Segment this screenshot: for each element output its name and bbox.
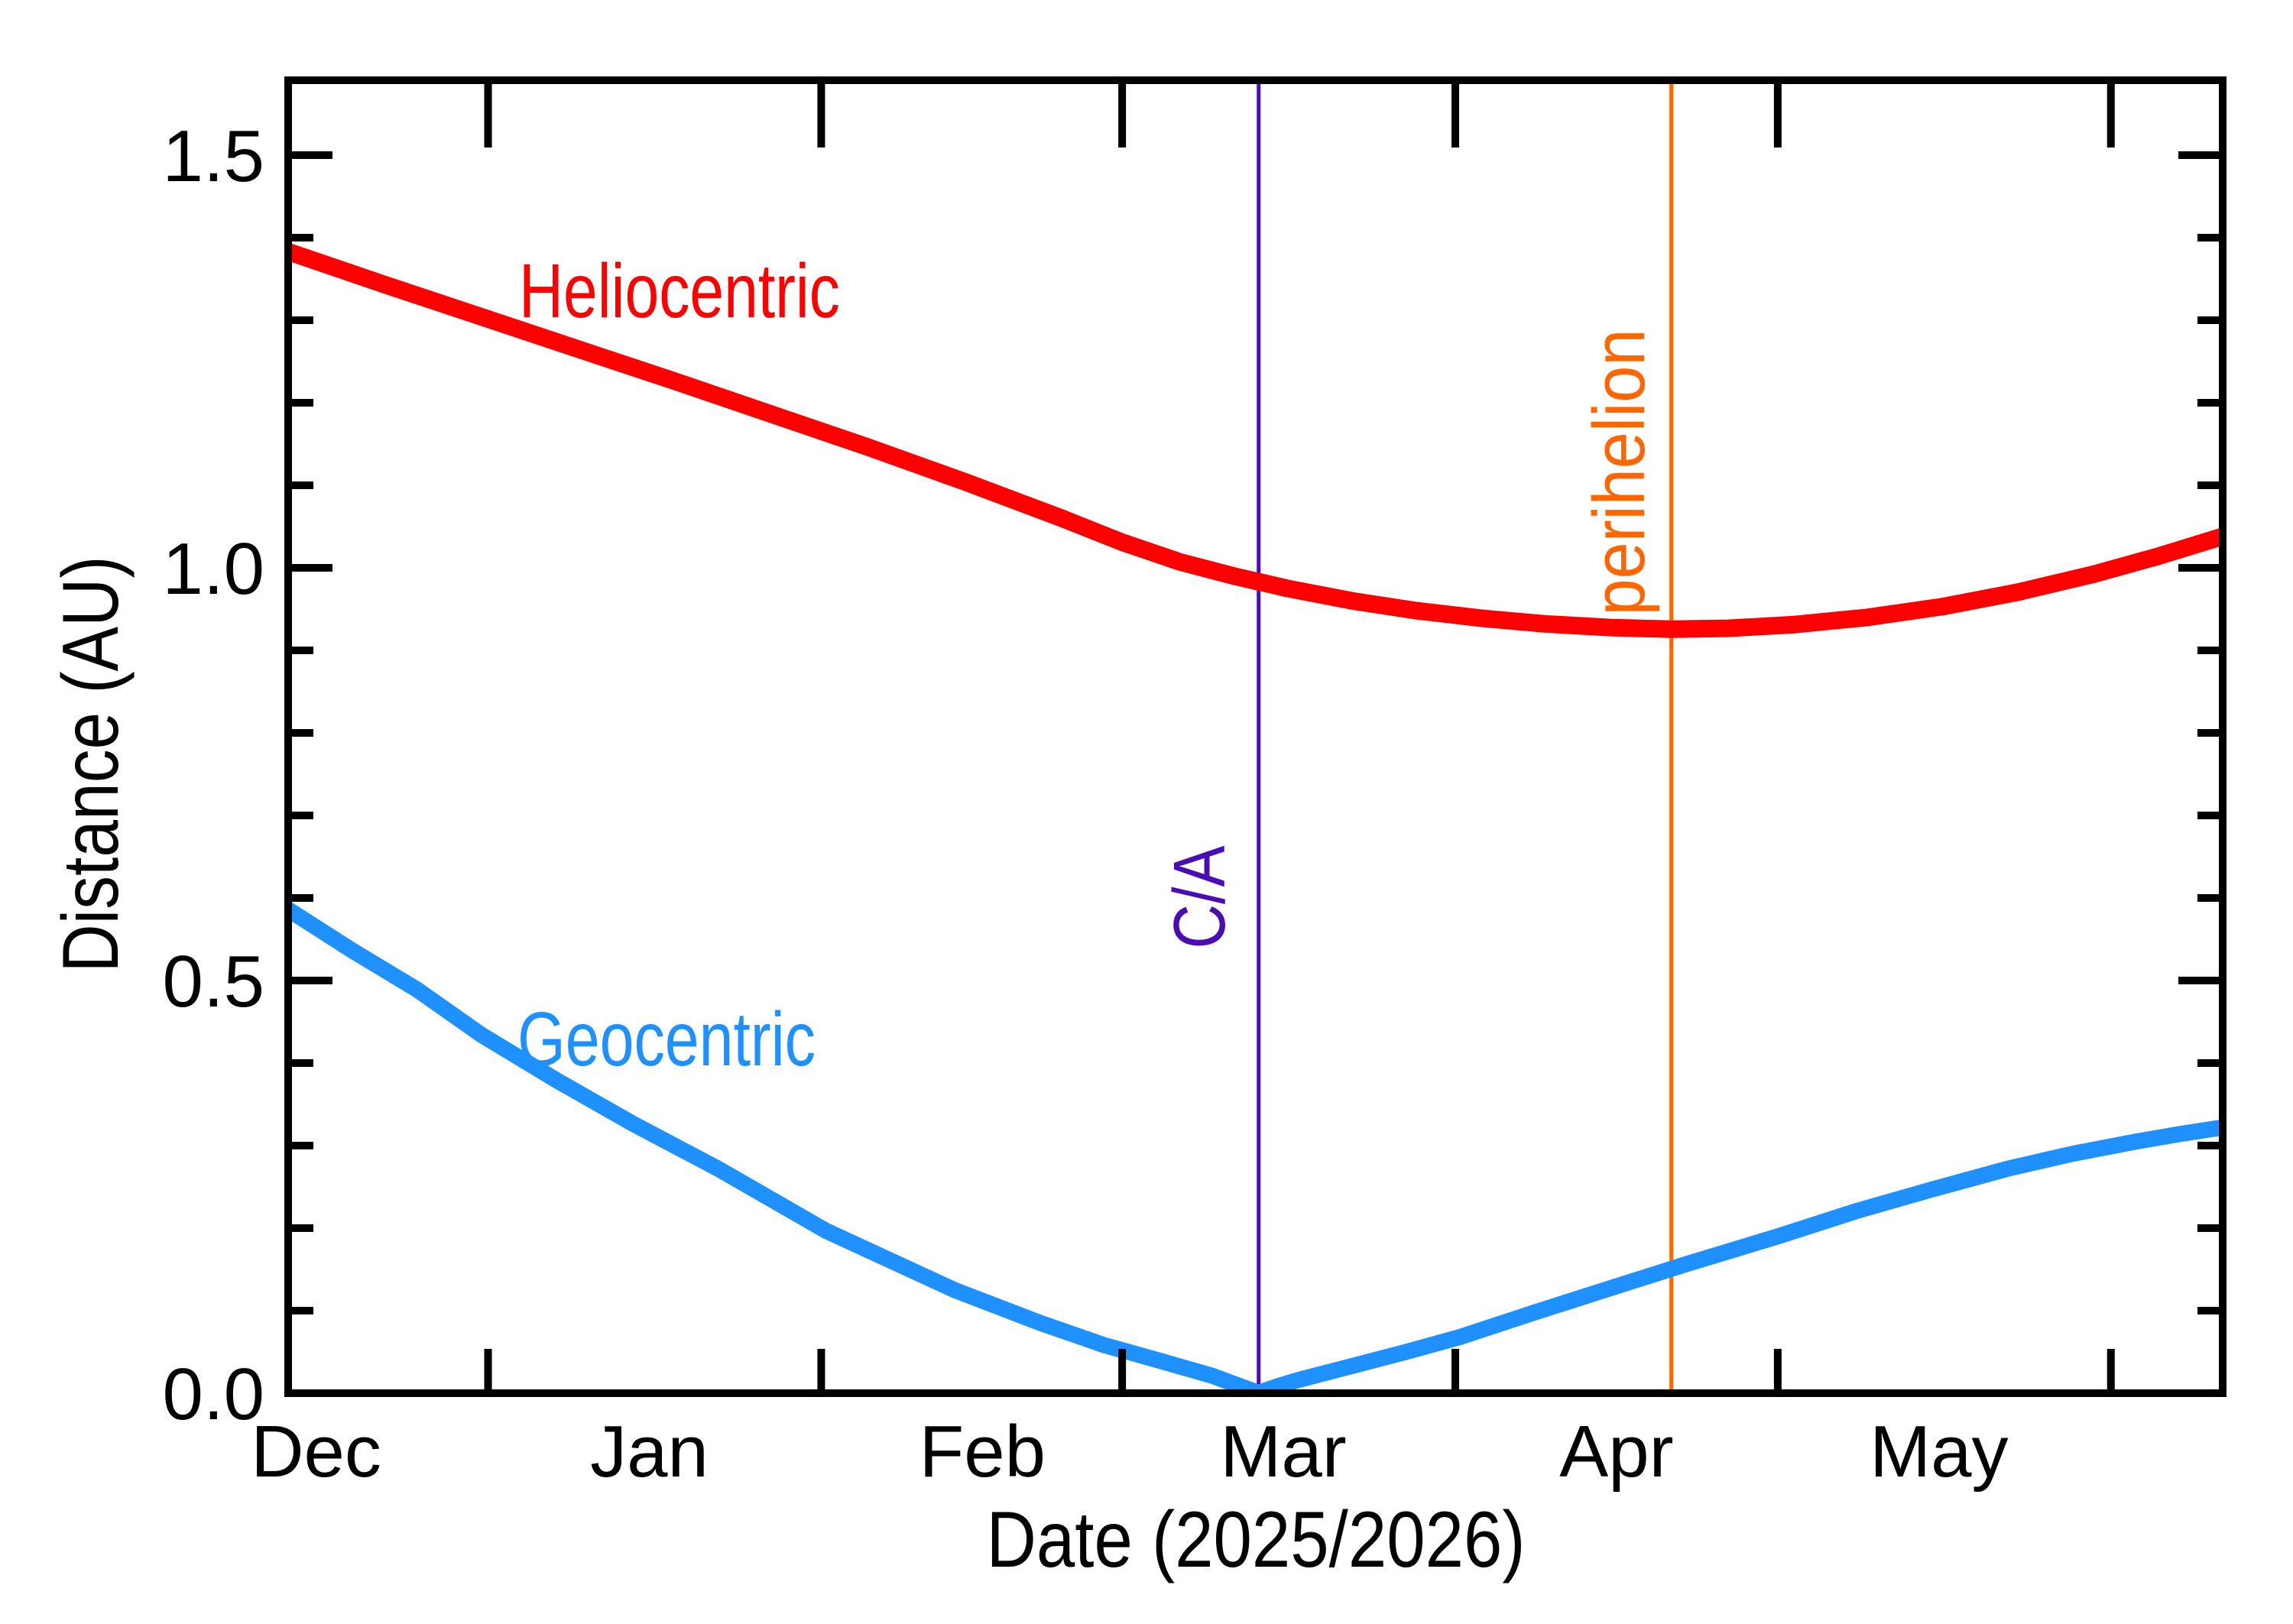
y-tick-label-0.0: 0.0: [163, 1353, 264, 1435]
month-label-feb: Feb: [919, 1411, 1046, 1493]
heliocentric-curve-label: Heliocentric: [519, 248, 840, 334]
month-label-dec: Dec: [251, 1411, 381, 1493]
heliocentric-curve: [292, 243, 2219, 638]
month-label-apr: Apr: [1559, 1411, 1673, 1493]
event-lines-layer: [1257, 84, 1674, 1389]
tick-labels-layer: Dec Jan Feb Mar Apr May 0.0 0.5 1.0 1.5: [163, 115, 2009, 1493]
y-tick-label-0.5: 0.5: [163, 941, 264, 1023]
ticks-layer: [292, 84, 2219, 1397]
plot-frame: [284, 76, 2227, 1397]
month-label-jan: Jan: [590, 1411, 709, 1493]
x-axis-title: Date (2025/2026): [987, 1496, 1526, 1584]
geocentric-curve: [292, 902, 2219, 1389]
y-tick-label-1.5: 1.5: [163, 115, 264, 197]
perihelion-label: perihelion: [1578, 329, 1660, 616]
month-label-may: May: [1870, 1411, 2008, 1493]
y-tick-label-1.0: 1.0: [163, 528, 264, 610]
month-label-mar: Mar: [1220, 1411, 1346, 1493]
close-approach-label: C/A: [1159, 846, 1241, 949]
y-axis-title: Distance (AU): [47, 556, 135, 973]
geocentric-curve-label: Geocentric: [517, 997, 816, 1082]
curves-layer: [292, 243, 2219, 1389]
